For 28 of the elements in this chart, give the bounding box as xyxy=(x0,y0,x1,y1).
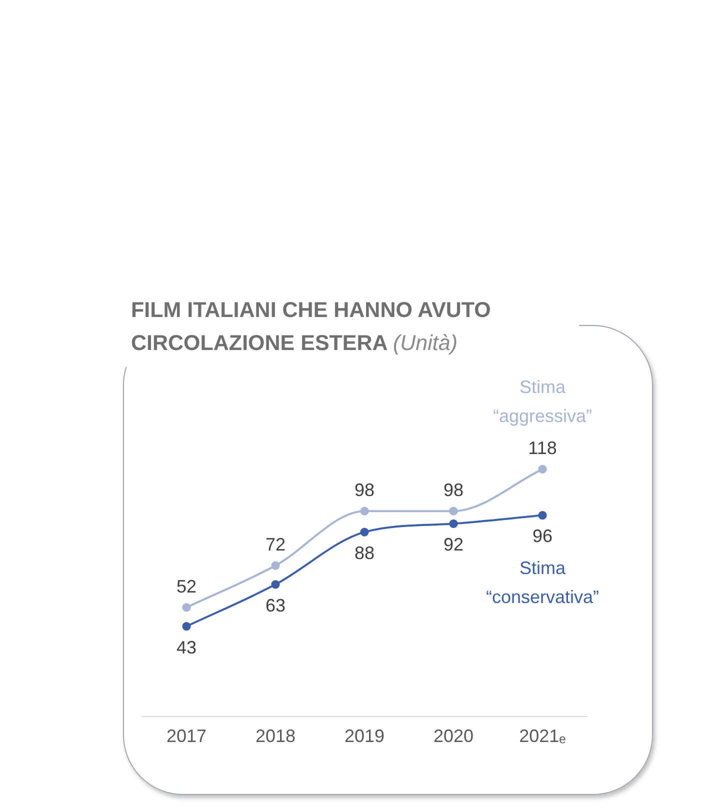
data-label: 72 xyxy=(265,534,286,555)
point xyxy=(449,506,458,516)
text: Stima “aggressiva” xyxy=(492,377,592,426)
point xyxy=(538,464,547,474)
x-tick-label: 2017 xyxy=(166,726,207,746)
data-label: 63 xyxy=(265,595,286,616)
data-label: 92 xyxy=(443,534,464,555)
point xyxy=(449,519,458,528)
x-tick-label: 2019 xyxy=(344,726,385,746)
x-tick-label: 2018 xyxy=(255,726,296,746)
x-tick-label: 2021ₑ xyxy=(519,726,566,746)
point xyxy=(271,580,280,589)
point xyxy=(182,622,191,631)
point xyxy=(538,510,547,520)
data-label: 98 xyxy=(443,480,464,500)
data-label: 43 xyxy=(176,637,197,658)
chart-title: FILM ITALIANI CHE HANNO AVUTO CIRCOLAZIONE ESTERA (Unità) xyxy=(131,298,491,355)
data-label: 88 xyxy=(354,543,375,564)
text: Stima “conservativa” xyxy=(486,558,600,608)
x-tick-label: 2020 xyxy=(433,726,474,746)
data-label: 118 xyxy=(528,438,557,458)
data-label: 52 xyxy=(176,576,197,596)
point xyxy=(271,561,280,570)
point xyxy=(360,528,369,536)
point xyxy=(360,506,369,516)
data-label: 98 xyxy=(354,480,375,500)
point xyxy=(182,603,191,612)
data-label: 96 xyxy=(532,526,553,546)
